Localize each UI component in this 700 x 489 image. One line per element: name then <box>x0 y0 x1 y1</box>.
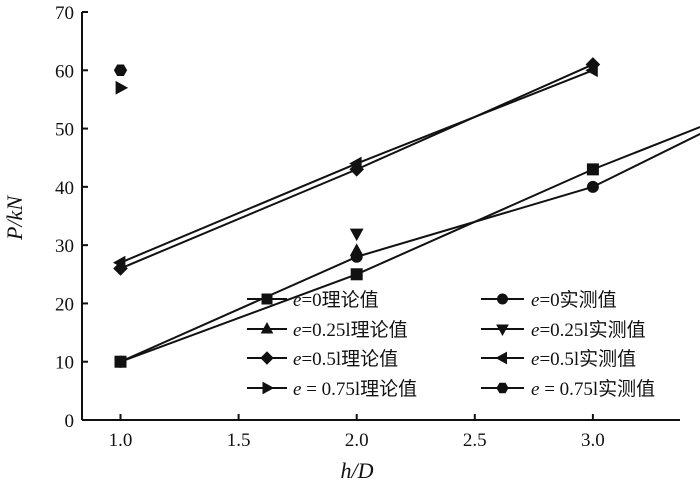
x-tick-label: 1.5 <box>227 430 251 451</box>
y-tick-label: 30 <box>55 236 74 257</box>
data-point-4 <box>350 250 363 263</box>
y-tick-label: 20 <box>55 294 74 315</box>
legend-marker <box>260 321 274 334</box>
legend-marker <box>497 293 508 305</box>
legend-label: e=0实测值 <box>531 289 617 311</box>
legend-label: e = 0.75l实测值 <box>531 378 655 400</box>
legend-label-text: =0.25l理论值 <box>301 319 407 341</box>
legend-label-text: =0理论值 <box>301 289 378 311</box>
legend-label-text: =0.5l理论值 <box>301 348 398 370</box>
y-tick-label: 0 <box>65 411 75 432</box>
legend-label-prefix: e <box>531 320 539 341</box>
series-markers <box>112 57 601 368</box>
legend-marker <box>262 381 275 395</box>
series-line-4 <box>120 132 700 363</box>
series-line-0 <box>120 126 700 363</box>
y-axis-title: P/kN <box>2 195 27 241</box>
data-point-3 <box>115 80 129 95</box>
legend-label-text: = 0.75l实测值 <box>539 378 655 400</box>
legend-label-prefix: e <box>293 290 301 311</box>
legend-label-prefix: e <box>293 379 301 400</box>
legend-label-text: =0实测值 <box>539 289 616 311</box>
legend-marker <box>496 382 509 394</box>
y-tick-label: 60 <box>55 61 74 82</box>
data-point-4 <box>114 355 127 368</box>
data-point-0 <box>350 268 363 281</box>
legend-label-prefix: e <box>531 379 539 400</box>
data-point-6 <box>585 63 598 78</box>
legend-label: e=0.25l理论值 <box>293 319 408 341</box>
legend-label: e = 0.75l理论值 <box>293 378 417 400</box>
data-point-7 <box>113 64 128 77</box>
data-point-4 <box>586 180 599 193</box>
legend-label: e=0.25l实测值 <box>531 319 646 341</box>
legend-marker <box>261 293 273 305</box>
y-tick-label: 50 <box>55 120 74 141</box>
legend-label: e=0.5l实测值 <box>531 348 636 370</box>
legend-marker <box>495 351 507 365</box>
legend-label-text: =0.25l实测值 <box>539 319 645 341</box>
legend-label-text: =0.5l实测值 <box>539 348 636 370</box>
x-axis-title: h/D <box>341 458 374 483</box>
legend-label-prefix: e <box>531 290 539 311</box>
legend-label: e=0理论值 <box>293 289 379 311</box>
data-point-0 <box>586 163 599 176</box>
legend-marker <box>496 324 509 337</box>
x-tick-label: 2.5 <box>463 430 487 451</box>
data-point-6 <box>112 255 126 270</box>
legend-label: e=0.5l理论值 <box>293 348 398 370</box>
series-lines <box>120 63 700 363</box>
x-tick-label: 2.0 <box>345 430 369 451</box>
legend-label-text: = 0.75l理论值 <box>301 378 417 400</box>
legend-marker <box>260 351 274 365</box>
y-tick-label: 10 <box>55 353 74 374</box>
data-point-6 <box>349 156 362 171</box>
x-tick-label: 3.0 <box>581 430 605 451</box>
x-tick-label: 1.0 <box>109 430 133 451</box>
legend-label-prefix: e <box>293 320 301 341</box>
data-point-5 <box>349 228 364 242</box>
legend-label-prefix: e <box>293 349 301 370</box>
y-tick-label: 70 <box>55 3 74 24</box>
y-tick-label: 40 <box>55 178 74 199</box>
legend-label-prefix: e <box>531 349 539 370</box>
